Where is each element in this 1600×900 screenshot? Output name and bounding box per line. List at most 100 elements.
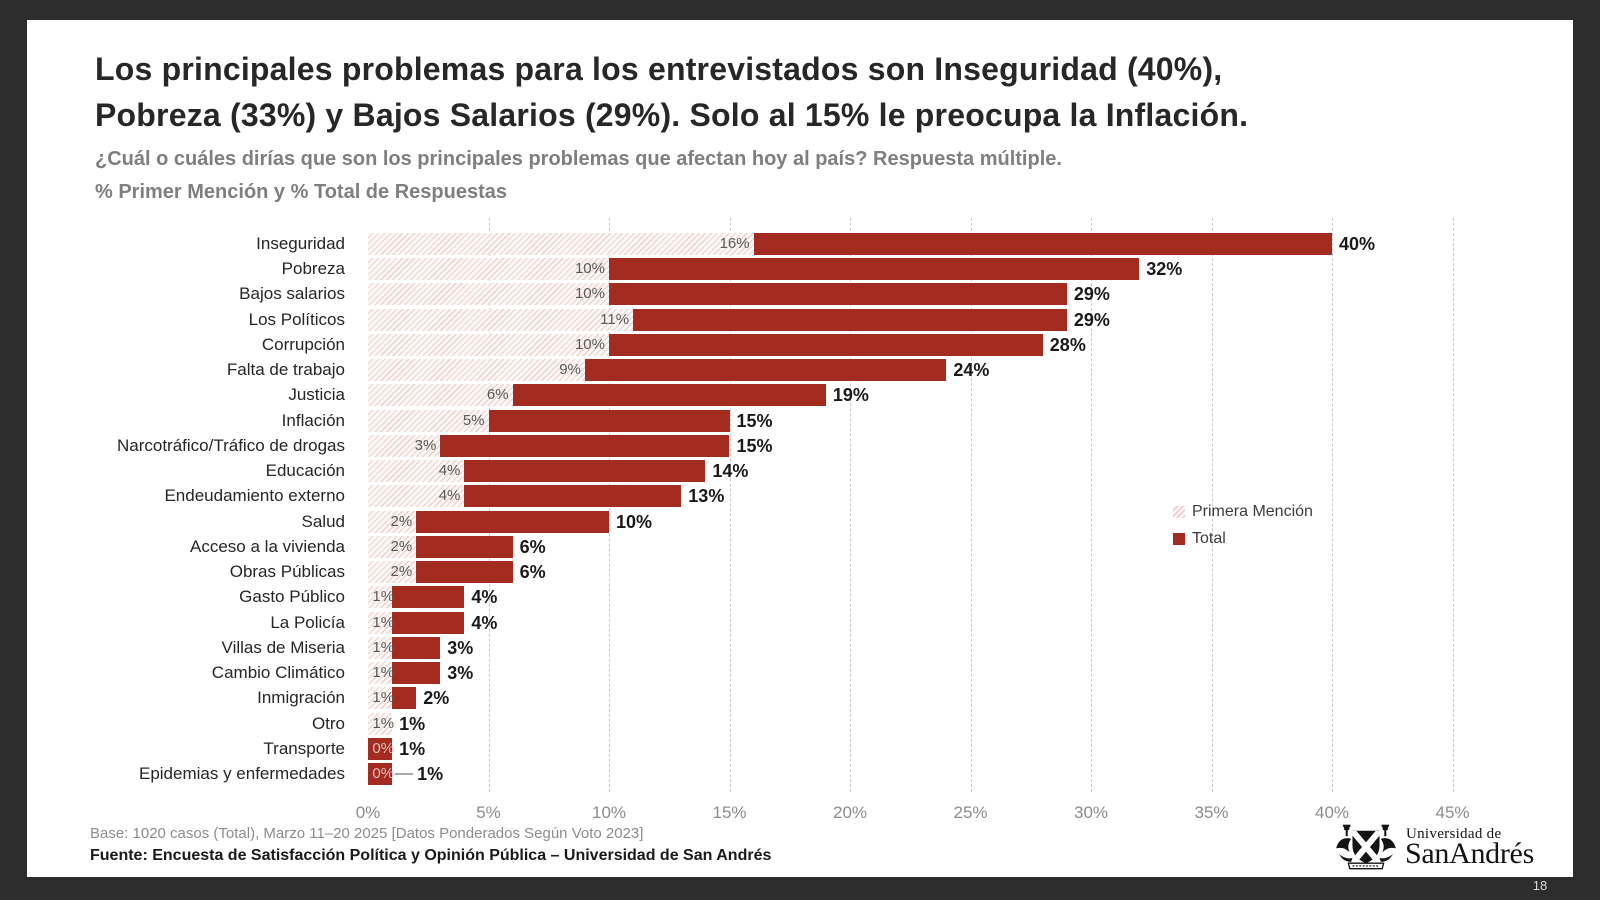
- bar-total: [416, 535, 513, 558]
- primera-mencion-value-label: 6%: [486, 386, 509, 404]
- source-note: Fuente: Encuesta de Satisfacción Polític…: [90, 847, 772, 864]
- chart-row: 10% 29%: [368, 283, 1488, 306]
- chart-row: 1% 2%: [368, 687, 1488, 710]
- category-label: Narcotráfico/Tráfico de drogas: [116, 435, 345, 455]
- category-label: Salud: [301, 511, 345, 531]
- gridline: [1332, 218, 1333, 792]
- bar-total: [464, 485, 682, 508]
- legend-item-total: Total: [1173, 525, 1313, 552]
- total-value-label: 6%: [519, 536, 546, 557]
- bar-total: [392, 687, 417, 710]
- survey-question: ¿Cuál o cuáles dirías que son los princi…: [95, 148, 1062, 170]
- bar-primera-mencion: [368, 384, 513, 407]
- bar-primera-mencion: [368, 283, 609, 306]
- total-value-label: 24%: [953, 360, 990, 381]
- bar-primera-mencion: [368, 586, 393, 609]
- bar-primera-mencion: [368, 409, 489, 432]
- category-label: La Policía: [270, 612, 345, 632]
- category-label: Bajos salarios: [239, 284, 345, 304]
- total-value-label: 29%: [1073, 284, 1110, 305]
- legend-item-primera-mencion: Primera Mención: [1173, 498, 1313, 525]
- gridline: [729, 218, 731, 792]
- bar-primera-mencion: [368, 233, 754, 255]
- category-label: Los Políticos: [248, 309, 345, 329]
- x-axis-tick: 40%: [1314, 803, 1350, 822]
- chart-row: 9% 24%: [368, 359, 1488, 382]
- gridline: [970, 218, 972, 792]
- bar-total: [609, 283, 1067, 306]
- primera-mencion-value-label: 4%: [438, 487, 461, 505]
- bar-primera-mencion: [368, 258, 609, 281]
- solid-swatch-icon: [1173, 532, 1185, 545]
- total-value-label: 32%: [1146, 259, 1183, 280]
- primera-mencion-value-label: 10%: [574, 335, 605, 353]
- total-value-label: 28%: [1049, 334, 1086, 355]
- category-label: Villas de Miseria: [221, 637, 345, 657]
- bar-primera-mencion: [368, 333, 609, 356]
- bar-chart-plot: 16% 40% 10% 32% 10% 29% 11% 29% 10% 28% 9% 24% 6% 19%…: [368, 218, 1488, 792]
- x-axis-tick: 20%: [832, 803, 868, 822]
- chart-row: 0% 1%: [368, 737, 1488, 760]
- bar-primera-mencion: [368, 460, 465, 483]
- chart-row: 3% 15%: [368, 434, 1488, 457]
- page-number: 18: [1532, 878, 1548, 893]
- total-value-label: 3%: [447, 663, 474, 684]
- total-value-label: 4%: [471, 612, 498, 633]
- category-label: Inmigración: [257, 688, 345, 708]
- primera-mencion-value-label: 0%: [372, 739, 395, 757]
- total-value-label: 29%: [1073, 309, 1110, 330]
- category-label: Inseguridad: [256, 234, 345, 253]
- category-label: Falta de trabajo: [226, 360, 345, 380]
- legend-label: Total: [1192, 529, 1226, 547]
- chart-row: 2% 6%: [368, 535, 1488, 558]
- base-note: Base: 1020 casos (Total), Marzo 11–20 20…: [90, 825, 644, 842]
- x-axis-tick: 15%: [712, 803, 747, 822]
- bar-primera-mencion: [368, 308, 634, 331]
- category-label: Obras Públicas: [229, 562, 345, 582]
- slide: Los principales problemas para los entre…: [27, 20, 1573, 877]
- category-label: Epidemias y enfermedades: [138, 764, 345, 784]
- primera-mencion-value-label: 1%: [372, 714, 395, 732]
- bar-primera-mencion: [368, 510, 417, 533]
- primera-mencion-value-label: 4%: [438, 462, 461, 480]
- bar-total: [368, 763, 393, 786]
- bar-total: [609, 333, 1043, 356]
- total-value-label: 1%: [399, 738, 426, 759]
- bar-total: [488, 409, 730, 432]
- measure-note: % Primer Mención y % Total de Respuestas: [95, 181, 507, 203]
- x-axis-tick: 5%: [476, 803, 501, 822]
- primera-mencion-value-label: 0%: [372, 765, 395, 783]
- primera-mencion-value-label: 2%: [390, 512, 413, 530]
- bar-primera-mencion: [368, 535, 417, 558]
- x-axis-tick: 45%: [1435, 803, 1470, 822]
- chart-row: 1% 4%: [368, 586, 1488, 609]
- primera-mencion-value-label: 10%: [574, 285, 605, 303]
- bar-total: [584, 359, 947, 382]
- primera-mencion-value-label: 1%: [372, 613, 395, 631]
- chart-row: 6% 19%: [368, 384, 1488, 407]
- bar-primera-mencion: [368, 359, 585, 382]
- chart-row: 4% 14%: [368, 460, 1488, 483]
- university-logo: Universidad de SanAndrés: [1327, 820, 1567, 872]
- bar-total: [440, 434, 730, 457]
- bar-primera-mencion: [368, 662, 393, 685]
- total-value-label: 19%: [832, 385, 869, 406]
- chart-row: 11% 29%: [368, 308, 1488, 331]
- chart-row: 1% 3%: [368, 636, 1488, 659]
- chart-row: 1% 1%: [368, 712, 1488, 735]
- chart-row: 16% 40%: [368, 233, 1488, 255]
- primera-mencion-value-label: 3%: [414, 436, 437, 454]
- bar-primera-mencion: [368, 561, 417, 584]
- bar-primera-mencion: [368, 611, 393, 634]
- total-value-label: 13%: [688, 486, 725, 507]
- primera-mencion-value-label: 5%: [462, 411, 485, 429]
- gridline: [1452, 218, 1454, 792]
- total-value-label: 10%: [616, 511, 653, 532]
- bar-total: [416, 510, 609, 533]
- chart-row: 2% 10%: [368, 510, 1488, 533]
- university-crest-icon: [1336, 824, 1396, 870]
- primera-mencion-value-label: 1%: [372, 689, 395, 707]
- bar-total: [392, 662, 441, 685]
- gridline: [1211, 218, 1213, 792]
